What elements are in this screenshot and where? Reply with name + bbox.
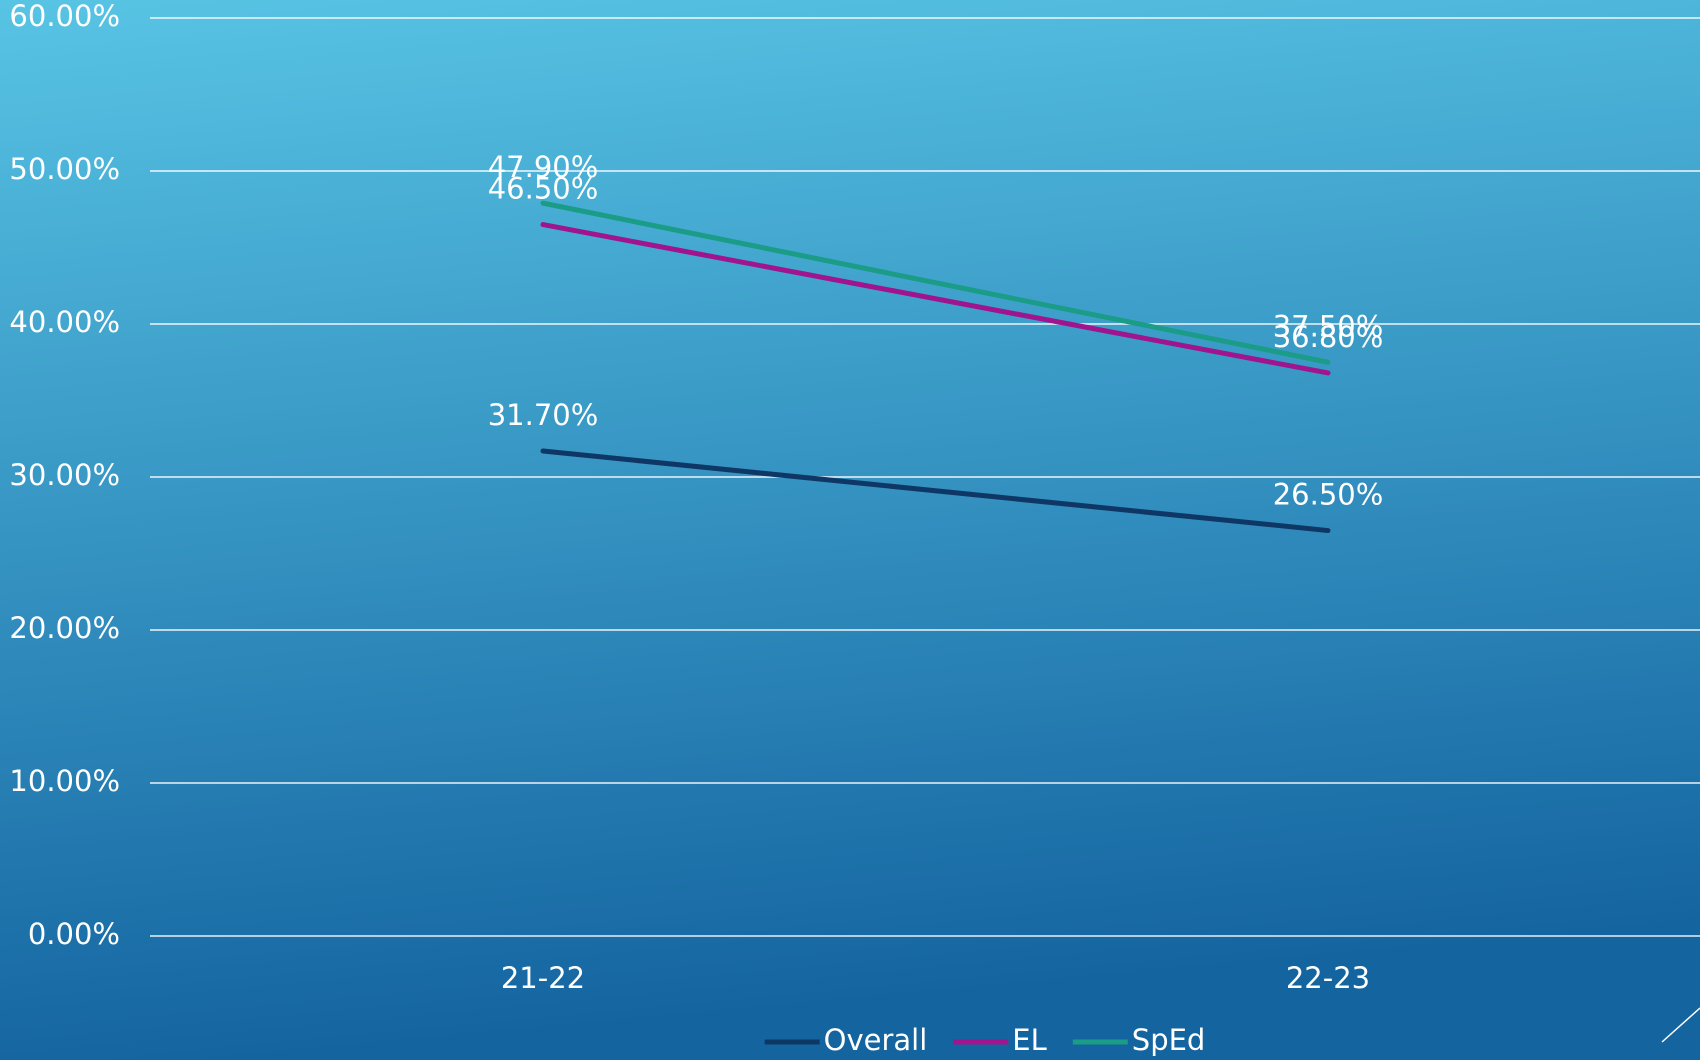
x-tick-label: 21-22 xyxy=(501,961,585,995)
data-label: 26.50% xyxy=(1273,478,1384,512)
legend-label: SpEd xyxy=(1132,1023,1206,1057)
data-label: 36.80% xyxy=(1273,320,1384,354)
y-tick-label: 50.00% xyxy=(9,152,120,186)
y-tick-label: 60.00% xyxy=(9,0,120,33)
decoration xyxy=(1661,1007,1700,1043)
series-line xyxy=(540,222,1331,376)
data-label: 46.50% xyxy=(488,172,599,206)
data-label: 47.90% xyxy=(488,150,599,184)
series-line xyxy=(540,448,1331,534)
legend-label: EL xyxy=(1012,1023,1046,1057)
series-line xyxy=(540,200,1331,365)
y-tick-label: 10.00% xyxy=(9,764,120,798)
y-tick-label: 0.00% xyxy=(28,917,120,951)
y-tick-label: 20.00% xyxy=(9,611,120,645)
legend-label: Overall xyxy=(824,1023,928,1057)
data-label: 37.50% xyxy=(1273,309,1384,343)
y-tick-label: 30.00% xyxy=(9,458,120,492)
x-tick-label: 22-23 xyxy=(1286,961,1370,995)
y-tick-label: 40.00% xyxy=(9,305,120,339)
data-label: 31.70% xyxy=(488,398,599,432)
